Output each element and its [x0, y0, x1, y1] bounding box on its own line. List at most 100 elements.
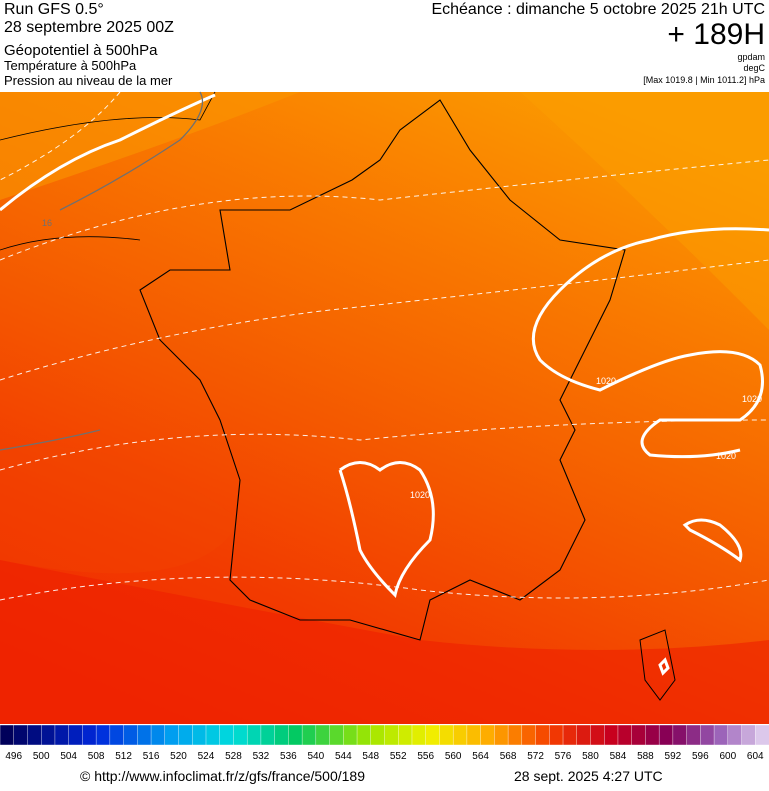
scale-cell	[164, 724, 180, 746]
contour-label: 1020	[410, 490, 430, 500]
scale-cell	[576, 724, 592, 746]
scale-label: 584	[610, 751, 627, 762]
scale-cell	[137, 724, 152, 746]
scale-label: 544	[335, 751, 352, 762]
source: © http://www.infoclimat.fr/z/gfs/france/…	[80, 768, 365, 784]
color-scale: 496 500 504 508 512 516 520 524 528 532 536 540 544 5…	[0, 724, 769, 762]
scale-cell	[260, 724, 276, 746]
scale-label: 504	[60, 751, 77, 762]
scale-label: 572	[527, 751, 544, 762]
scale-cell	[425, 724, 441, 746]
scale-cell	[398, 724, 413, 746]
map: 1020 1020 1020 1020 16	[0, 91, 769, 724]
scale-cell	[411, 724, 427, 746]
scale-cell	[301, 724, 317, 746]
scale-cell	[109, 724, 125, 746]
scale-cell	[219, 724, 235, 746]
contour-label: 1020	[596, 376, 616, 386]
scale-cell	[205, 724, 221, 746]
scale-cell	[535, 724, 550, 746]
scale-cell	[466, 724, 482, 746]
scale-cell	[439, 724, 454, 746]
field1: Géopotentiel à 500hPa	[4, 42, 158, 59]
scale-cell	[672, 724, 688, 746]
scale-label: 560	[445, 751, 462, 762]
run-date: 28 septembre 2025 00Z	[4, 19, 174, 36]
scale-label: 508	[88, 751, 105, 762]
generated: 28 sept. 2025 4:27 UTC	[514, 768, 663, 784]
scale-cell	[727, 724, 743, 746]
scale-cell	[562, 724, 578, 746]
scale-cell	[82, 724, 97, 746]
scale-label: 520	[170, 751, 187, 762]
scale-label: 500	[33, 751, 50, 762]
scale-label: 532	[253, 751, 270, 762]
scale-cell	[686, 724, 702, 746]
scale-cell	[246, 724, 262, 746]
scale-label: 528	[225, 751, 242, 762]
scale-label: 600	[719, 751, 736, 762]
unit1: gpdam	[737, 52, 765, 62]
scale-label: 512	[115, 751, 132, 762]
scale-label: 596	[692, 751, 709, 762]
scale-cell	[95, 724, 111, 746]
scale-cell	[0, 724, 15, 746]
scale-cell	[233, 724, 248, 746]
unit2: degC	[743, 63, 765, 73]
scale-label: 576	[555, 751, 572, 762]
scale-cell	[13, 724, 29, 746]
scale-label: 540	[307, 751, 324, 762]
scale-cell	[590, 724, 605, 746]
scale-cell	[741, 724, 756, 746]
scale-cell	[329, 724, 345, 746]
scale-cell	[507, 724, 523, 746]
scale-cell	[356, 724, 372, 746]
scale-label: 524	[198, 751, 215, 762]
scale-cell	[68, 724, 84, 746]
scale-cell	[288, 724, 303, 746]
scale-cell	[40, 724, 56, 746]
scale-label: 588	[637, 751, 654, 762]
scale-label: 516	[143, 751, 160, 762]
scale-cell	[150, 724, 166, 746]
scale-cell	[315, 724, 331, 746]
scale-label: 604	[747, 751, 764, 762]
scale-label: 536	[280, 751, 297, 762]
contour-label: 16	[42, 218, 52, 228]
scale-cell	[192, 724, 207, 746]
scale-label: 564	[472, 751, 489, 762]
field3: Pression au niveau de la mer	[4, 73, 173, 88]
scale-label: 580	[582, 751, 599, 762]
scale-cell	[700, 724, 715, 746]
valid: Echéance : dimanche 5 octobre 2025 21h U…	[431, 1, 765, 18]
scale-label: 552	[390, 751, 407, 762]
scale-label: 496	[5, 751, 22, 762]
scale-cell	[658, 724, 674, 746]
contour-label: 1020	[742, 394, 762, 404]
scale-cell	[480, 724, 496, 746]
contour-label: 1020	[716, 451, 736, 461]
scale-cell	[178, 724, 193, 746]
scale-cell	[343, 724, 358, 746]
scale-cell	[123, 724, 139, 746]
scale-cell	[549, 724, 564, 746]
scale-label: 568	[500, 751, 517, 762]
field2: Température à 500hPa	[4, 58, 137, 73]
scale-label: 548	[362, 751, 379, 762]
scale-cell	[452, 724, 468, 746]
scale-cell	[384, 724, 399, 746]
scale-cell	[27, 724, 42, 746]
scale-cell	[755, 724, 769, 746]
scale-cell	[617, 724, 633, 746]
run: Run GFS 0.5°	[4, 1, 104, 18]
scale-cell	[631, 724, 647, 746]
scale-cell	[604, 724, 619, 746]
range: [Max 1019.8 | Min 1011.2] hPa	[643, 75, 765, 85]
scale-label: 592	[665, 751, 682, 762]
scale-cell	[274, 724, 290, 746]
scale-cell	[521, 724, 537, 746]
lead: + 189H	[667, 18, 765, 51]
scale-cell	[713, 724, 729, 746]
scale-cell	[54, 724, 70, 746]
